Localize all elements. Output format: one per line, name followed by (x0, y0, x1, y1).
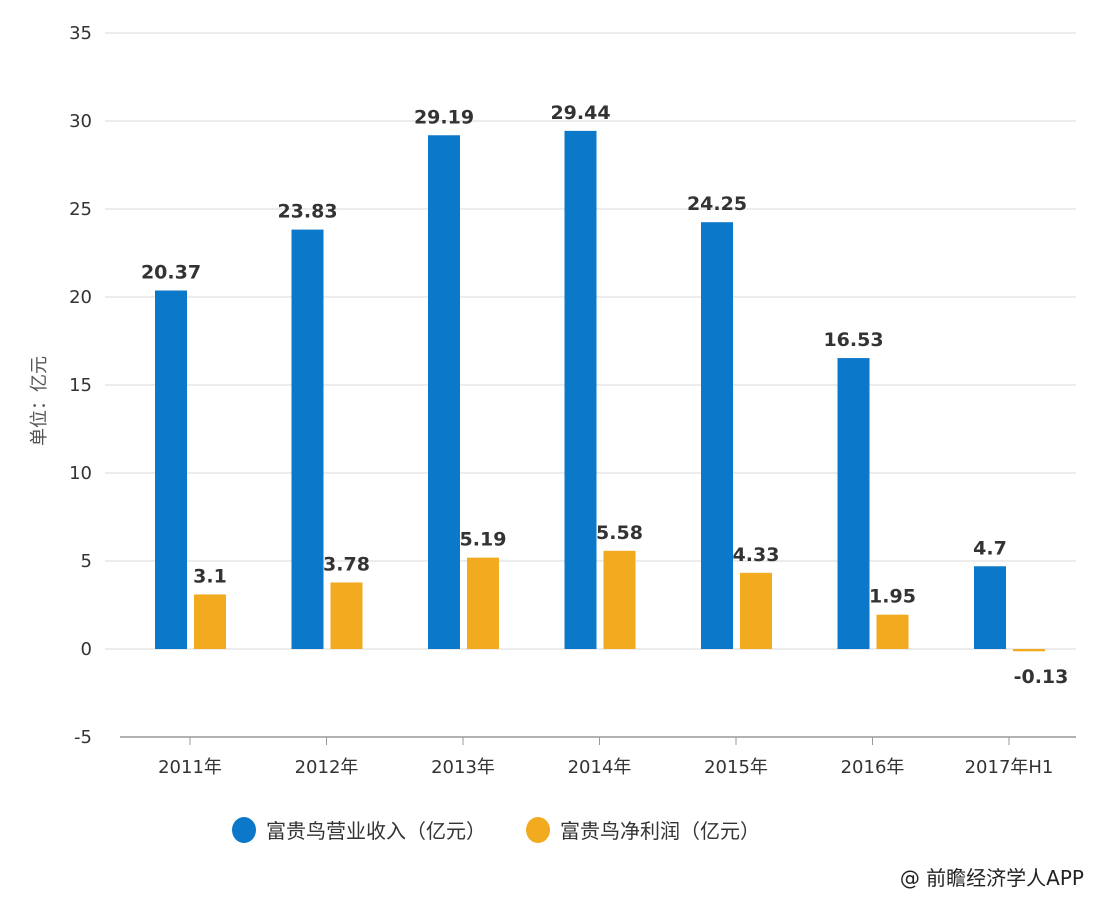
data-label: 16.53 (823, 329, 883, 351)
bar-profit (876, 614, 909, 649)
y-tick-label: -5 (74, 727, 92, 748)
y-tick-label: 35 (69, 23, 92, 44)
data-label: 4.33 (733, 544, 780, 566)
legend-label-revenue: 富贵鸟营业收入（亿元） (266, 819, 486, 843)
x-tick-label: 2015年 (704, 757, 768, 778)
y-tick-label: 10 (69, 463, 92, 484)
data-label: 23.83 (277, 201, 337, 223)
x-tick-label: 2017年H1 (965, 757, 1054, 778)
data-label: 20.37 (141, 261, 201, 283)
bar-revenue (291, 229, 324, 650)
bar-revenue (974, 566, 1006, 649)
bar-revenue (155, 290, 187, 649)
data-label: 29.44 (550, 102, 610, 124)
data-label: -0.13 (1014, 666, 1069, 688)
y-tick-label: 25 (69, 199, 92, 220)
data-label: 3.1 (193, 565, 227, 587)
legend-label-profit: 富贵鸟净利润（亿元） (560, 819, 760, 843)
data-label: 1.95 (869, 586, 916, 608)
bar-revenue (428, 135, 460, 650)
bar-profit (330, 582, 363, 649)
y-tick-label: 5 (81, 551, 92, 572)
legend-item-revenue: 富贵鸟营业收入（亿元） (232, 815, 486, 844)
bar-revenue (837, 358, 870, 649)
data-label: 29.19 (414, 106, 474, 128)
bar-profit (1013, 649, 1045, 652)
y-tick-label: 20 (69, 287, 92, 308)
legend-swatch-profit (526, 816, 550, 843)
source-credit: @ 前瞻经济学人APP (899, 866, 1084, 890)
legend-swatch-revenue (232, 816, 256, 843)
x-tick-label: 2013年 (431, 757, 495, 778)
data-label: 5.58 (596, 522, 643, 544)
y-tick-label: 30 (69, 111, 92, 132)
y-tick-label: 15 (69, 375, 92, 396)
x-tick-label: 2012年 (295, 757, 359, 778)
bar-revenue (701, 222, 733, 649)
legend: 富贵鸟营业收入（亿元） 富贵鸟净利润（亿元） (232, 815, 760, 844)
bar-profit (603, 550, 636, 649)
x-tick-label: 2016年 (841, 757, 905, 778)
bar-profit (194, 594, 226, 649)
bar-revenue (564, 130, 597, 649)
data-label: 3.78 (323, 553, 370, 575)
data-label: 24.25 (687, 193, 747, 215)
x-tick-label: 2014年 (568, 757, 632, 778)
x-tick-label: 2011年 (158, 757, 222, 778)
data-label: 4.7 (973, 537, 1007, 559)
data-label: 5.19 (460, 529, 507, 551)
y-axis-label: 单位：亿元 (29, 356, 50, 446)
bar-profit (467, 557, 499, 649)
y-tick-label: 0 (81, 639, 92, 660)
legend-item-profit: 富贵鸟净利润（亿元） (526, 815, 760, 844)
bar-profit (740, 572, 772, 649)
